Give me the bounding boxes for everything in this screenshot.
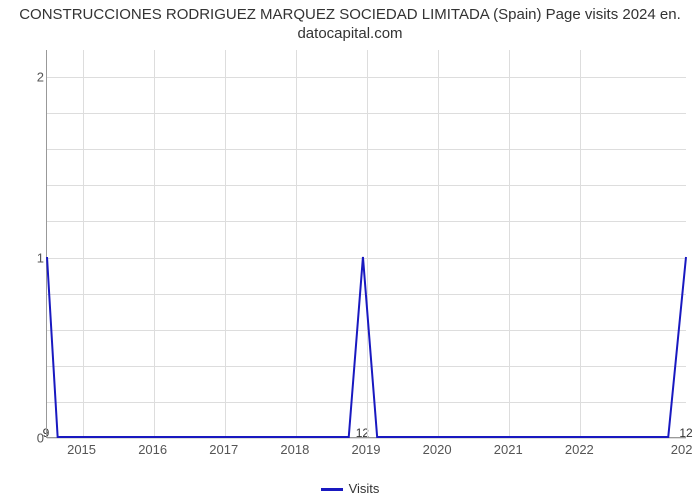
line-series — [47, 50, 686, 437]
x-tick-label: 2016 — [138, 442, 167, 457]
visits-line — [47, 257, 686, 437]
y-tick-label: 1 — [14, 250, 44, 265]
x-tick-label: 202 — [671, 442, 693, 457]
x-tick-label: 2018 — [280, 442, 309, 457]
chart-title: CONSTRUCCIONES RODRIGUEZ MARQUEZ SOCIEDA… — [0, 6, 700, 44]
legend: Visits — [0, 481, 700, 496]
y-tick-label: 2 — [14, 70, 44, 85]
legend-label: Visits — [349, 481, 380, 496]
x-tick-label: 2017 — [209, 442, 238, 457]
x-tick-label: 2020 — [423, 442, 452, 457]
gridline-horizontal — [47, 438, 686, 439]
chart-container: CONSTRUCCIONES RODRIGUEZ MARQUEZ SOCIEDA… — [0, 0, 700, 500]
x-tick-label: 2021 — [494, 442, 523, 457]
plot-area — [46, 50, 686, 438]
chart-title-line1: CONSTRUCCIONES RODRIGUEZ MARQUEZ SOCIEDA… — [19, 6, 681, 23]
x-tick-label: 2022 — [565, 442, 594, 457]
x-tick-label: 2019 — [352, 442, 381, 457]
y-tick-label: 0 — [14, 431, 44, 446]
x-tick-label: 2015 — [67, 442, 96, 457]
legend-swatch — [321, 488, 343, 491]
chart-title-line2: datocapital.com — [297, 25, 402, 42]
